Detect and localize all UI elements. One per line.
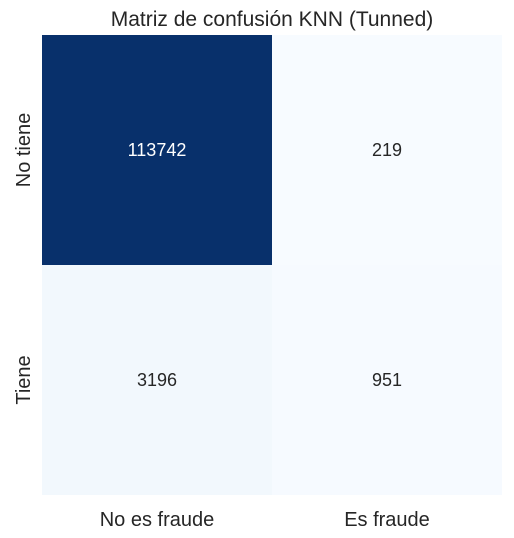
heatmap-cell-r1-c1 [272,265,502,495]
cell-value-label: 951 [372,370,402,390]
heatmap-cell-r0-c1 [272,35,502,265]
cell-value-label: 219 [372,140,402,160]
x-tick-label: No es fraude [100,509,215,531]
heatmap-cell-r0-c0 [42,35,272,265]
heatmap-cells [42,35,502,495]
x-tick-label: Es fraude [344,509,430,531]
cell-value-label: 113742 [128,140,187,160]
chart-title: Matriz de confusión KNN (Tunned) [111,8,434,31]
cell-value-label: 3196 [137,370,177,390]
y-axis-tick-labels: No tiene Tiene [13,113,35,405]
x-axis-tick-labels: No es fraude Es fraude [100,509,430,531]
y-tick-label: No tiene [13,113,35,188]
heatmap-cell-labels: 113742 219 3196 951 [128,140,402,390]
y-tick-label: Tiene [13,355,35,404]
heatmap-cell-r1-c0 [42,265,272,495]
